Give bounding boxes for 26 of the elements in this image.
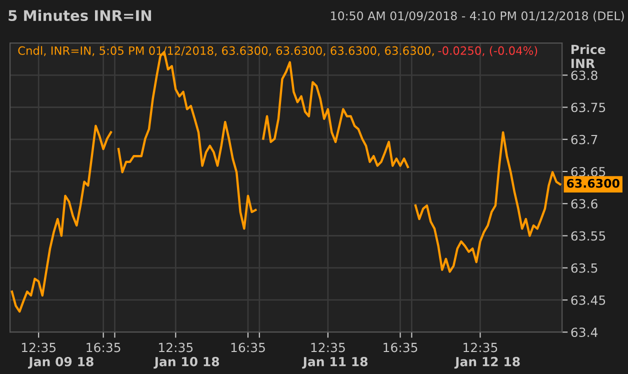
x-tick-label: 12:35	[311, 342, 345, 352]
y-tick-label: 63.55	[571, 231, 606, 241]
chart-subtitle: 10:50 AM 01/09/2018 - 4:10 PM 01/12/2018 (DEL)	[331, 11, 624, 22]
y-tick-label: 63.4	[571, 328, 598, 338]
text: Jan 12 18	[454, 356, 520, 369]
chart-title: 5 Minutes INR=IN	[8, 10, 152, 22]
y-tick-label: 63.8	[571, 70, 598, 80]
y-tick-label: 63.7	[571, 134, 598, 144]
x-tick-label: 12:35	[159, 342, 193, 352]
text: Jan 10 18	[154, 356, 220, 369]
text: Jan 09 18	[28, 356, 94, 369]
y-tick-label: 63.75	[571, 102, 606, 112]
y-tick-label: 63.65	[571, 166, 606, 176]
annotation: Cndl, INR=IN, 5:05 PM 01/12/2018, 63.6300, 63.6300, 63.6300, 63.6300,	[18, 46, 434, 56]
y-tick-label: 63.45	[571, 295, 606, 305]
y-tick-label: 63.5	[571, 263, 598, 273]
x-tick-label: 16:35	[384, 342, 418, 352]
x-tick-label: 16:35	[86, 342, 120, 352]
x-tick-label: 12:35	[464, 342, 498, 352]
y-tick-label: 63.6	[571, 199, 598, 209]
y-axis-title: Price INR	[571, 44, 606, 68]
text: 63.6300	[566, 178, 620, 188]
annotation: -0.0250, (-0.04%)	[438, 46, 538, 56]
text: Jan 11 18	[302, 356, 368, 369]
x-tick-label: 12:35	[22, 342, 56, 352]
x-tick-label: 16:35	[231, 342, 265, 352]
